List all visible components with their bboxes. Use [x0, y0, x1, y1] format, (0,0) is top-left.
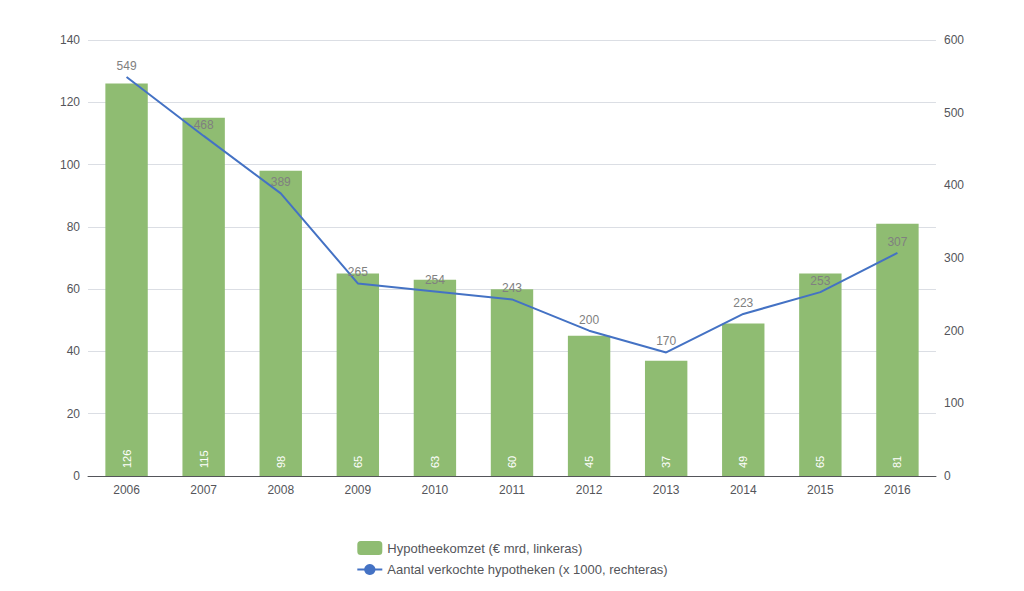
svg-text:265: 265: [348, 265, 368, 279]
svg-text:140: 140: [60, 33, 80, 47]
svg-text:2016: 2016: [884, 483, 911, 497]
svg-text:2006: 2006: [113, 483, 140, 497]
svg-text:100: 100: [944, 396, 964, 410]
svg-text:2012: 2012: [576, 483, 603, 497]
svg-text:243: 243: [502, 281, 522, 295]
svg-text:253: 253: [810, 274, 830, 288]
svg-text:100: 100: [60, 158, 80, 172]
svg-text:2007: 2007: [190, 483, 217, 497]
svg-text:307: 307: [887, 235, 907, 249]
svg-text:389: 389: [271, 175, 291, 189]
svg-text:2015: 2015: [807, 483, 834, 497]
svg-text:0: 0: [944, 469, 951, 483]
svg-text:115: 115: [198, 450, 210, 468]
svg-text:2010: 2010: [422, 483, 449, 497]
svg-text:600: 600: [944, 33, 964, 47]
svg-text:2011: 2011: [499, 483, 525, 497]
svg-text:Hypotheekomzet (€ mrd, linkera: Hypotheekomzet (€ mrd, linkeras): [387, 541, 582, 556]
svg-text:Aantal verkochte hypotheken (x: Aantal verkochte hypotheken (x 1000, rec…: [387, 562, 667, 577]
svg-text:2008: 2008: [267, 483, 294, 497]
svg-text:468: 468: [194, 118, 214, 132]
svg-text:65: 65: [814, 456, 826, 468]
svg-text:2014: 2014: [730, 483, 757, 497]
svg-text:200: 200: [579, 313, 599, 327]
svg-text:500: 500: [944, 106, 964, 120]
svg-text:80: 80: [67, 220, 81, 234]
svg-text:2013: 2013: [653, 483, 680, 497]
svg-text:254: 254: [425, 273, 445, 287]
svg-text:45: 45: [583, 456, 595, 468]
svg-text:49: 49: [737, 456, 749, 468]
svg-text:170: 170: [656, 334, 676, 348]
svg-text:65: 65: [352, 456, 364, 468]
svg-text:37: 37: [660, 456, 672, 468]
svg-text:2009: 2009: [344, 483, 371, 497]
svg-text:120: 120: [60, 95, 80, 109]
svg-text:60: 60: [506, 456, 518, 468]
svg-text:126: 126: [121, 450, 133, 468]
svg-text:63: 63: [429, 456, 441, 468]
svg-text:81: 81: [891, 456, 903, 468]
svg-text:20: 20: [67, 407, 81, 421]
svg-text:549: 549: [117, 59, 137, 73]
svg-text:98: 98: [275, 456, 287, 468]
svg-text:200: 200: [944, 324, 964, 338]
svg-text:60: 60: [67, 282, 81, 296]
svg-text:300: 300: [944, 251, 964, 265]
svg-text:40: 40: [67, 344, 81, 358]
svg-text:223: 223: [733, 296, 753, 310]
svg-text:0: 0: [73, 469, 80, 483]
svg-text:400: 400: [944, 178, 964, 192]
